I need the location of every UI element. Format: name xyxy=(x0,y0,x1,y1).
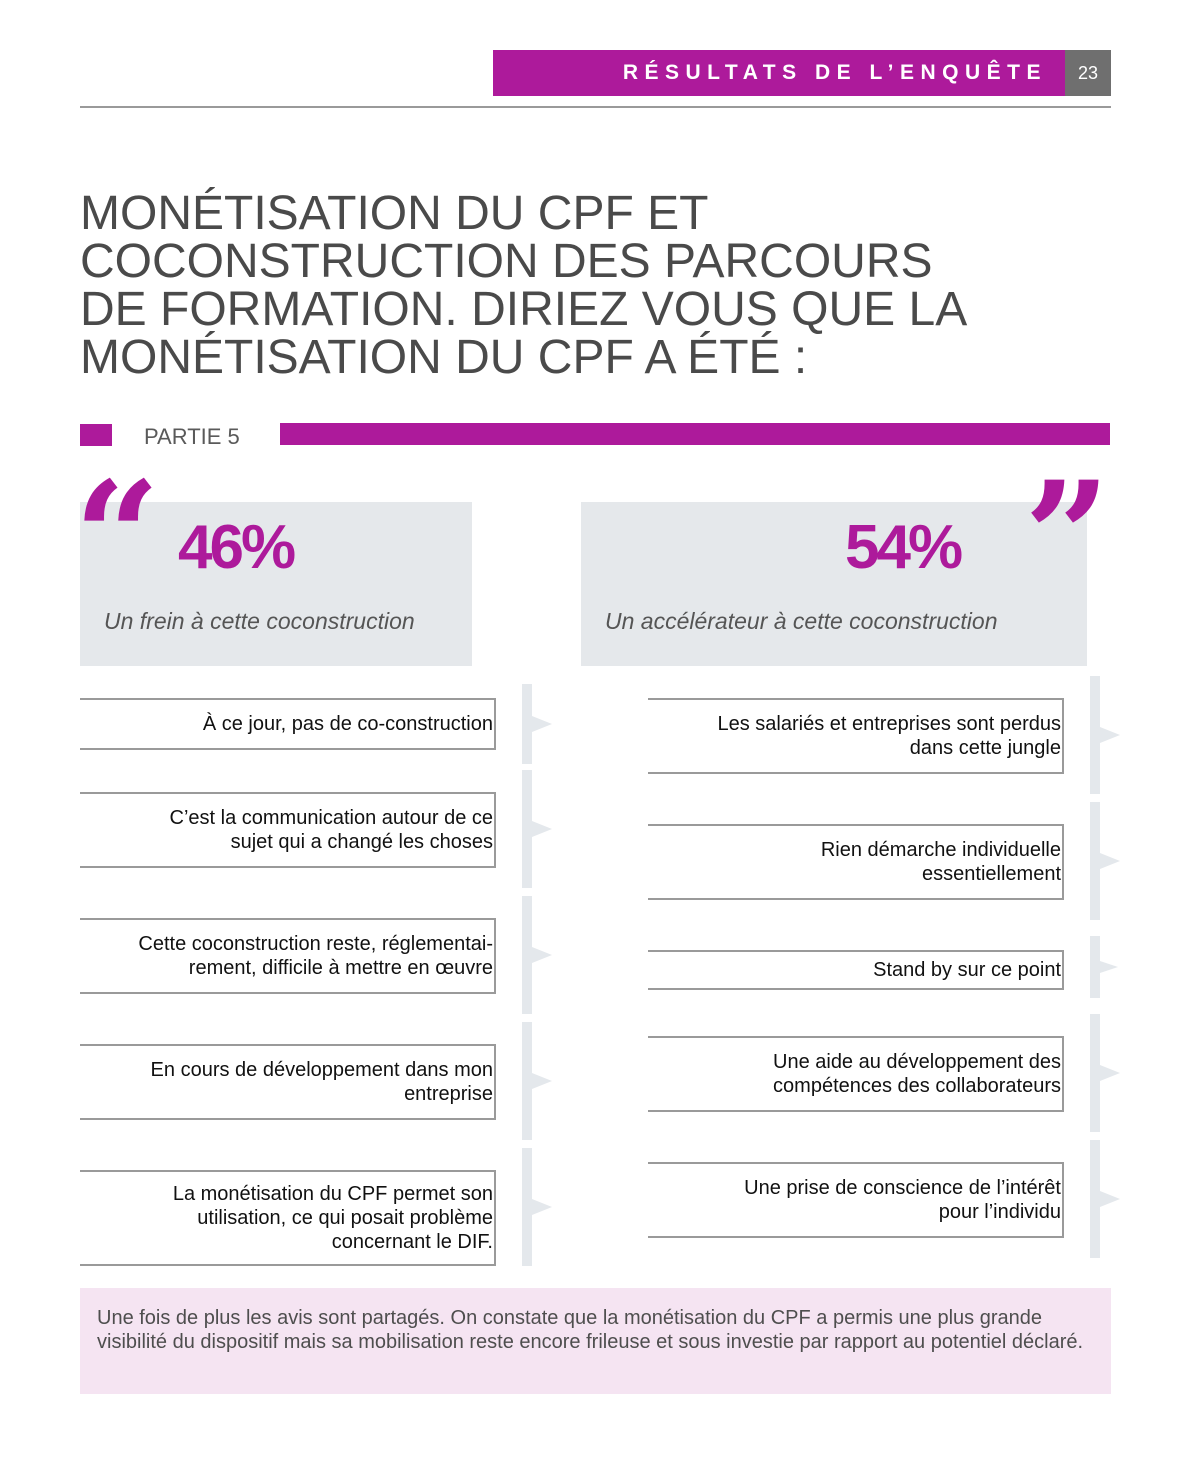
part-label: PARTIE 5 xyxy=(144,424,240,449)
chevron-right-icon xyxy=(522,896,554,1014)
stat-percent-right: 54% xyxy=(845,513,963,582)
stat-box-right: 54% Un accélérateur à cette coconstructi… xyxy=(581,502,1087,666)
answer-text: Les salariés et entreprises sont perdus … xyxy=(717,713,1061,759)
answer-text: Une aide au développement des compétence… xyxy=(773,1051,1061,1097)
chevron-right-icon xyxy=(1090,1014,1122,1132)
answer-text: À ce jour, pas de co-construction xyxy=(202,713,493,735)
answer-text: Rien démarche individuelle essentielleme… xyxy=(820,839,1061,885)
answer-text: Cette coconstruction reste, réglementai-… xyxy=(138,933,493,979)
chevron-right-icon xyxy=(1090,676,1122,794)
page-number: 23 xyxy=(1065,50,1111,96)
answer-text: Stand by sur ce point xyxy=(873,959,1061,981)
answer-box-right-1: Les salariés et entreprises sont perdus … xyxy=(648,698,1064,774)
answer-box-right-2: Rien démarche individuelle essentielleme… xyxy=(648,824,1064,900)
answer-box-right-5: Une prise de conscience de l’intérêt pou… xyxy=(648,1162,1064,1238)
stat-caption-right: Un accélérateur à cette coconstruction xyxy=(605,608,998,634)
section-title: RÉSULTATS DE L’ENQUÊTE xyxy=(622,61,1047,84)
quote-open-icon: “ xyxy=(74,449,161,625)
part-marker xyxy=(80,424,112,446)
chevron-right-icon xyxy=(522,1022,554,1140)
answer-box-left-4: En cours de développement dans mon entre… xyxy=(80,1044,496,1120)
header-divider xyxy=(80,106,1111,108)
answer-box-right-4: Une aide au développement des compétence… xyxy=(648,1036,1064,1112)
chevron-right-icon xyxy=(522,1148,554,1266)
stat-caption-left: Un frein à cette coconstruction xyxy=(104,608,415,634)
answer-text: La monétisation du CPF permet son utilis… xyxy=(172,1183,493,1253)
page-title: MONÉTISATION DU CPF ET COCONSTRUCTION DE… xyxy=(80,187,968,384)
chevron-right-icon xyxy=(1090,802,1122,920)
answer-box-left-1: À ce jour, pas de co-construction xyxy=(80,698,496,750)
quote-close-icon: ” xyxy=(1024,449,1111,625)
answer-text: C’est la communication autour de ce suje… xyxy=(169,807,494,853)
summary-note: Une fois de plus les avis sont partagés.… xyxy=(80,1288,1111,1394)
chevron-right-icon xyxy=(522,770,554,888)
chevron-right-icon xyxy=(1090,1140,1122,1258)
section-header-band: RÉSULTATS DE L’ENQUÊTE xyxy=(493,50,1065,96)
answer-box-left-2: C’est la communication autour de ce suje… xyxy=(80,792,496,868)
stat-box-left: 46% Un frein à cette coconstruction xyxy=(80,502,472,666)
answer-box-right-3: Stand by sur ce point xyxy=(648,950,1064,990)
answer-text: Une prise de conscience de l’intérêt pou… xyxy=(744,1177,1061,1223)
answer-text: En cours de développement dans mon entre… xyxy=(150,1059,493,1105)
answer-box-left-5: La monétisation du CPF permet son utilis… xyxy=(80,1170,496,1266)
stat-percent-left: 46% xyxy=(178,513,296,582)
part-bar xyxy=(280,423,1110,445)
answer-box-left-3: Cette coconstruction reste, réglementai-… xyxy=(80,918,496,994)
chevron-right-icon xyxy=(1090,936,1122,998)
chevron-right-icon xyxy=(522,684,554,764)
